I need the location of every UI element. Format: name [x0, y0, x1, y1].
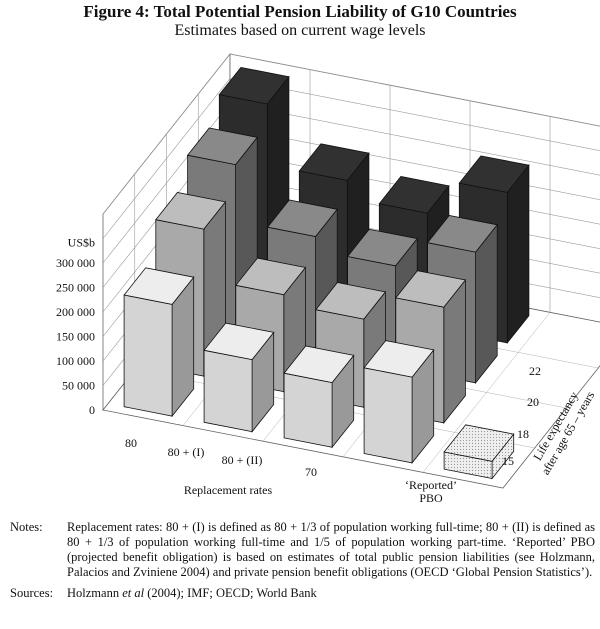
- bar-cat2-series-15: [283, 345, 355, 449]
- bar-cat1-series-22-top: [298, 143, 370, 181]
- bar-cat2-series-15-top: [283, 345, 355, 384]
- sources-label: Sources:: [10, 586, 54, 600]
- bar-cat1-series-15-top: [203, 322, 275, 361]
- x-tick-label-pbo-line2: PBO: [419, 491, 443, 505]
- notes-text: Replacement rates: 80 + (I) is defined a…: [67, 520, 595, 579]
- notes-label: Notes:: [10, 520, 43, 534]
- z-tick-label: 50 000: [62, 379, 95, 393]
- chart-title: Figure 4: Total Potential Pension Liabil…: [83, 2, 517, 21]
- x-tick-label: 70: [305, 465, 317, 479]
- bar-cat1-series-20-top: [266, 199, 338, 237]
- bar-cat1-series-18-top: [235, 257, 307, 296]
- gridline: [102, 53, 600, 215]
- depth-tick-label: 22: [529, 364, 541, 378]
- bar-cat0-series-20-top: [186, 127, 258, 166]
- bar-cat0-series-15-top: [123, 267, 195, 305]
- depth-tick-label: 20: [527, 395, 539, 409]
- unit-label: US$b: [68, 236, 95, 250]
- bar-cat3-series-15: [363, 340, 435, 465]
- bar-cat0-series-15-front: [123, 294, 173, 417]
- bar-cat3-series-15-top: [363, 340, 435, 378]
- bar-cat3-series-15-front: [363, 367, 413, 464]
- x-tick-label-pbo-line1: ‘Reported’: [405, 478, 457, 492]
- z-tick-label: 300 000: [56, 256, 95, 270]
- z-tick-label: 0: [89, 403, 95, 417]
- bar-cat3-series-22-top: [458, 155, 530, 193]
- bar-cat3-series-22-side: [506, 164, 530, 345]
- bar-cat3-series-20-top: [426, 215, 498, 253]
- x-tick-label: 80: [125, 436, 137, 450]
- bar-cat0-series-22-top: [218, 66, 290, 105]
- bar-cat2-series-15-front: [283, 372, 333, 448]
- sources-text: Holzmann et al (2004); IMF; OECD; World …: [67, 586, 317, 600]
- bar-cat2-series-22-top: [378, 176, 450, 214]
- depth-tick-label: 15: [502, 454, 514, 468]
- gridline: [102, 78, 600, 239]
- depth-tick-label: 18: [517, 427, 529, 441]
- bar-cat3-series-18-top: [395, 270, 467, 308]
- bar-cat2-series-20-top: [346, 228, 418, 267]
- chart-subtitle: Estimates based on current wage levels: [174, 22, 426, 39]
- bar-cat0-series-18-top: [155, 192, 227, 230]
- bar-cat1-series-15-front: [203, 349, 253, 433]
- z-tick-label: 100 000: [56, 354, 95, 368]
- bar-cat1-series-15: [203, 322, 275, 433]
- notes-block: Notes: Replacement rates: 80 + (I) is de…: [10, 520, 595, 601]
- x-tick-label: 80 + (I): [168, 445, 205, 459]
- bar-cat2-series-18-top: [315, 282, 387, 320]
- x-tick-label: 80 + (II): [222, 453, 263, 467]
- bar-pbo-series-15: [443, 424, 515, 480]
- bar-chart-3d: 0 50 000 100 000 150 000 200 000 250 000 300 0…: [56, 52, 600, 505]
- z-tick-label: 200 000: [56, 305, 95, 319]
- z-tick-label: 150 000: [56, 330, 95, 344]
- bar-cat0-series-15: [123, 267, 195, 418]
- z-tick-label: 250 000: [56, 281, 95, 295]
- bar-pbo-series-15-top: [443, 424, 515, 462]
- x-axis-title: Replacement rates: [184, 483, 273, 497]
